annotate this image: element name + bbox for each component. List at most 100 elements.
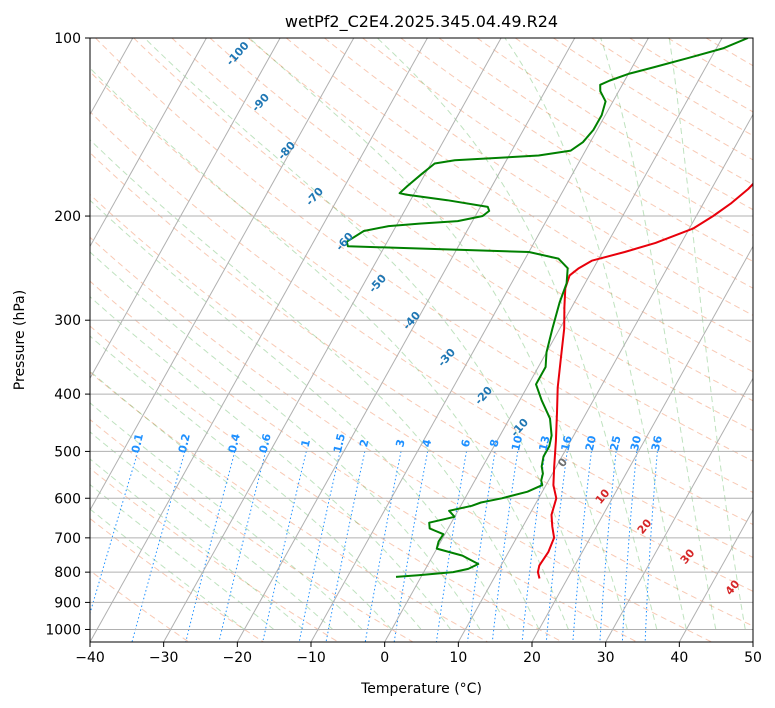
mixing-ratio-label: 1 [299, 438, 313, 448]
mixing-ratio-line [364, 451, 402, 642]
y-tick-label: 700 [54, 531, 81, 547]
mixing-ratio-line [545, 451, 568, 642]
mixing-ratio-line [491, 451, 519, 642]
moist-adiabat-line [90, 139, 540, 630]
mixing-ratio-label: 30 [628, 434, 644, 452]
moist-adiabat-line [90, 431, 334, 630]
mixing-ratio-label: 8 [487, 438, 501, 448]
y-tick-label: 600 [54, 491, 81, 507]
isotherm-line [310, 38, 649, 642]
moist-adiabat-line [376, 38, 658, 630]
y-tick-label: 500 [54, 444, 81, 460]
isotherm-line [163, 38, 502, 642]
isotherm-line [384, 38, 723, 642]
dry-adiabat-line [362, 38, 753, 289]
mixing-ratio-label: 2 [357, 438, 371, 448]
mixing-ratio-line [393, 451, 429, 642]
dewpoint-profile-line [345, 38, 749, 578]
mixing-ratio-label: 4 [420, 438, 434, 449]
mixing-ratio-line [644, 451, 658, 642]
mixing-ratio-label: 0.4 [226, 432, 243, 454]
moist-adiabat-line [504, 38, 687, 630]
isotherm-line [90, 38, 428, 642]
dry-adiabat-line [90, 280, 638, 642]
isotherm-line [90, 38, 281, 380]
y-axis-label: Pressure (hPa) [12, 290, 28, 390]
dry-adiabat-line [285, 38, 753, 344]
dry-adiabat-line [209, 38, 753, 402]
isotherm-line [678, 509, 753, 642]
mixing-ratio-line [521, 451, 546, 642]
mixing-ratio-line [467, 451, 496, 642]
mixing-ratio-line [621, 451, 638, 642]
y-tick-label: 1000 [45, 622, 81, 638]
mixing-ratio-label: 10 [509, 434, 525, 452]
isotherm-line [605, 377, 753, 642]
dry-adiabat-line [247, 38, 753, 373]
mixing-ratio-label: 0.2 [176, 432, 193, 454]
isotherm-line [90, 38, 207, 248]
moist-adiabat-line [90, 296, 451, 630]
dry-adiabat-line [553, 38, 753, 161]
isotherm-line [236, 38, 576, 642]
y-tick-label: 900 [54, 595, 81, 611]
dry-adiabat-line [90, 325, 563, 642]
x-tick-label: 20 [523, 650, 541, 666]
dry-adiabat-line [90, 517, 264, 642]
mixing-ratio-line [262, 451, 307, 642]
mixing-ratio-label: 0.1 [129, 432, 146, 454]
moist-adiabat-line [90, 370, 393, 630]
mixing-ratio-line [599, 451, 617, 642]
mixing-ratio-label: 20 [583, 434, 599, 452]
isotherm-line [457, 113, 753, 642]
y-tick-label: 200 [54, 209, 81, 225]
mixing-ratio-line [572, 451, 592, 642]
dry-adiabat-line [438, 38, 753, 236]
x-tick-label: 10 [449, 650, 467, 666]
dry-adiabat-line [90, 371, 488, 642]
moist-adiabat-line [144, 38, 599, 630]
mixing-ratio-line [435, 451, 467, 642]
mixing-ratio-label: 0.6 [257, 432, 274, 454]
moist-adiabat-line [90, 483, 275, 630]
dry-adiabat-line [90, 418, 414, 642]
mixing-ratio-line [325, 451, 366, 642]
moist-adiabat-line [90, 67, 569, 630]
mixing-ratio-label: 36 [649, 434, 665, 452]
mixing-ratio-label: 16 [559, 434, 575, 452]
dry-adiabat-line [133, 38, 753, 462]
moist-adiabat-line [90, 508, 245, 630]
x-tick-label: 40 [670, 650, 688, 666]
mixing-ratio-line [298, 451, 341, 642]
moist-adiabat-line [249, 38, 628, 630]
x-tick-label: −20 [223, 650, 253, 666]
moist-adiabat-line [668, 38, 746, 630]
x-tick-label: −40 [75, 650, 105, 666]
dry-adiabat-line [90, 236, 712, 642]
dry-adiabat-line [90, 152, 753, 592]
x-tick-label: 0 [380, 650, 389, 666]
x-tick-label: 30 [597, 650, 615, 666]
mixing-ratio-label: 3 [393, 438, 407, 448]
isotherm-line [531, 245, 753, 642]
moist-adiabat-line [90, 402, 363, 630]
axes-layer: -100-90-80-70-60-50-40-30-20-100.1 0.2 0.4… [45, 31, 762, 666]
x-axis-label: Temperature (°C) [360, 681, 482, 697]
y-tick-label: 400 [54, 387, 81, 403]
chart-title: wetPf2_C2E4.2025.345.04.49.R24 [285, 12, 558, 32]
plot-area [90, 38, 753, 642]
mixing-ratio-label: 13 [537, 434, 553, 452]
x-tick-label: −30 [149, 650, 179, 666]
temperature-profile-line [536, 182, 753, 579]
dry-adiabat-line [90, 467, 339, 642]
plot-frame [89, 37, 754, 643]
x-tick-label: 50 [744, 650, 762, 666]
mixing-ratio-label: 25 [608, 434, 624, 452]
mixing-ratio-label: 6 [459, 438, 473, 449]
y-tick-label: 300 [54, 313, 81, 329]
dry-adiabat-line [90, 70, 753, 526]
dry-adiabat-line [95, 38, 753, 494]
moist-adiabat-line [600, 38, 717, 630]
